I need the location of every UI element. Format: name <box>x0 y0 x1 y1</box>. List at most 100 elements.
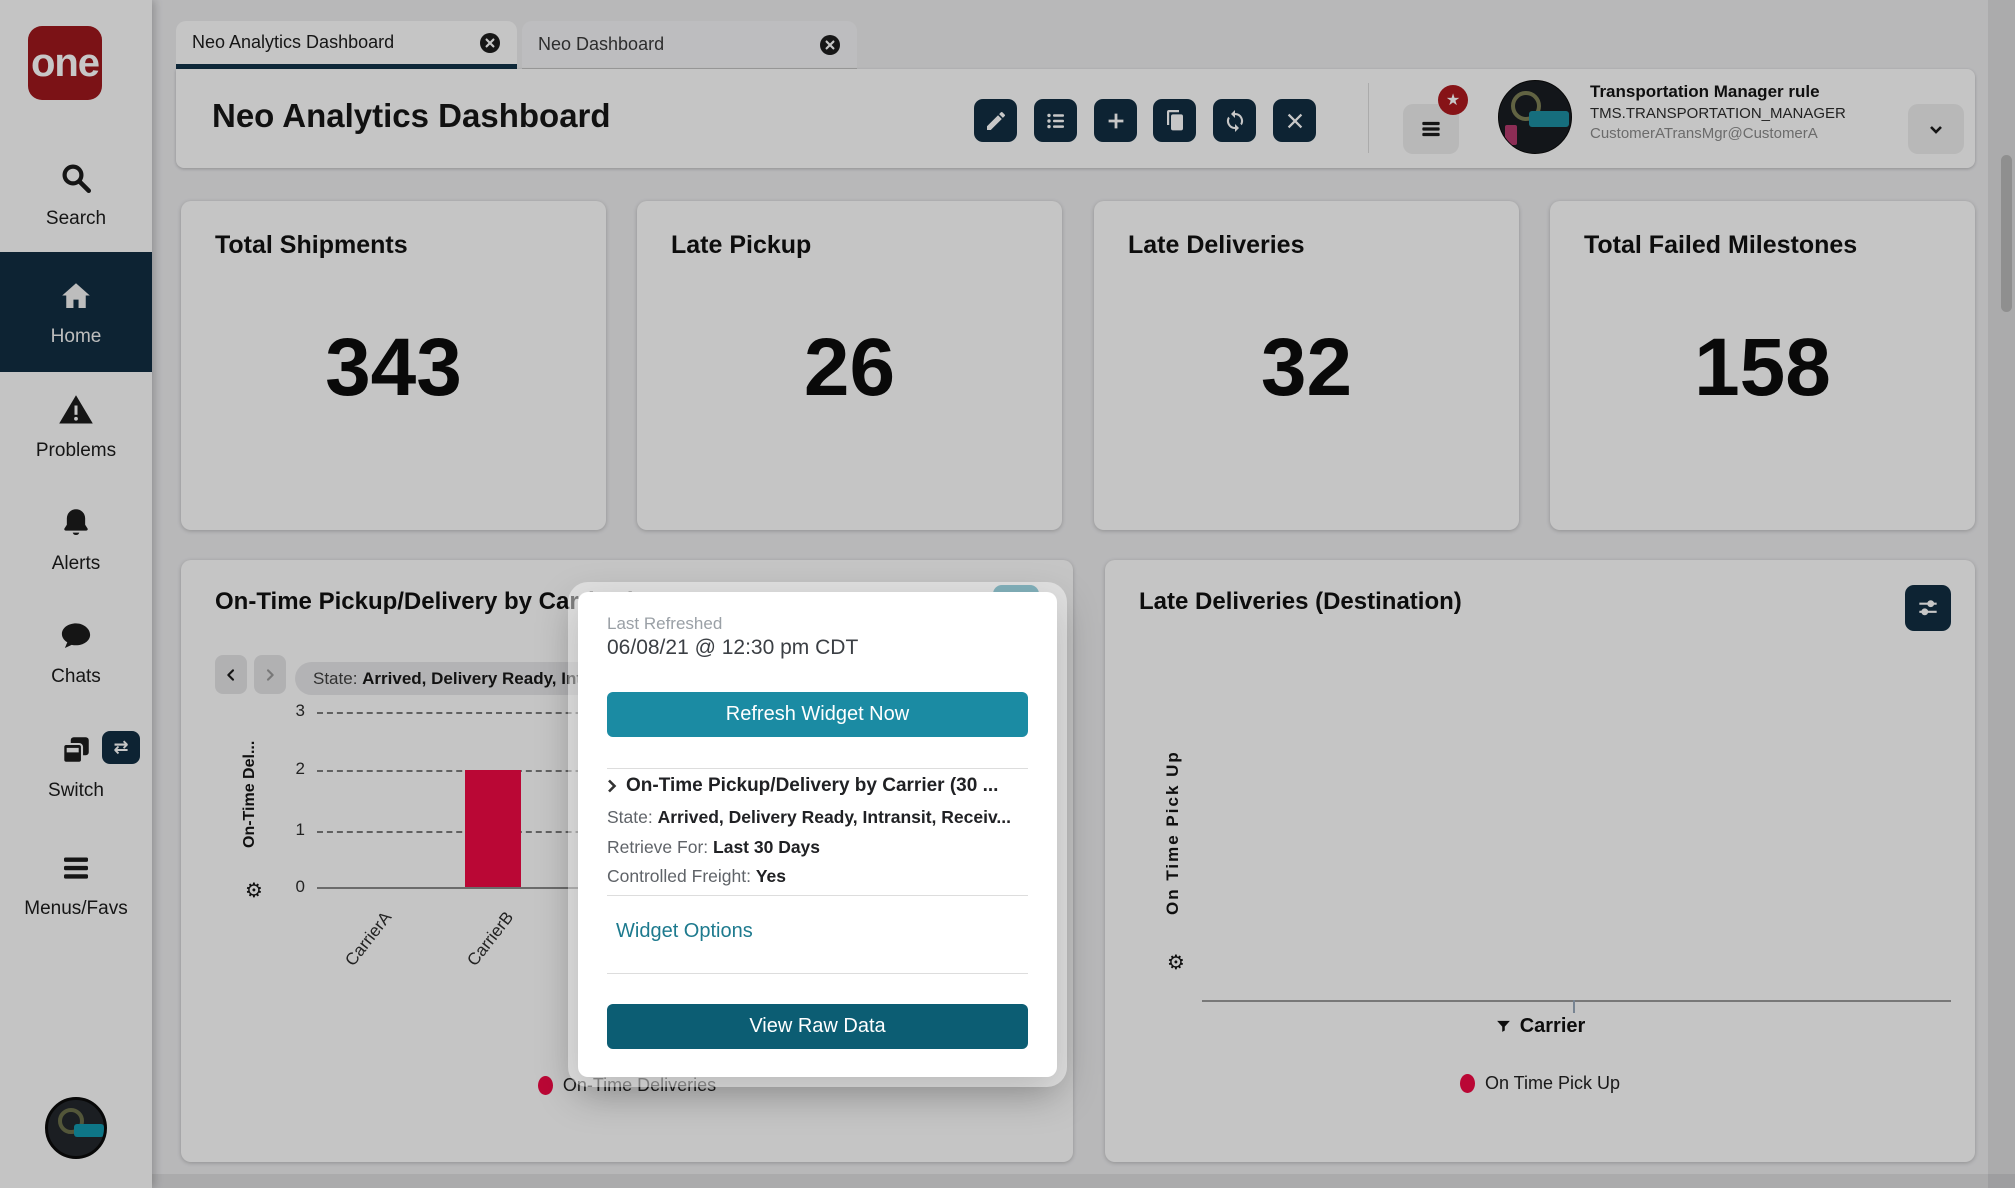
sidebar-item-label: Menus/Favs <box>24 898 128 919</box>
user-avatar[interactable] <box>1498 80 1572 154</box>
one-logo[interactable]: one <box>28 26 102 100</box>
x-axis-tick <box>1573 1000 1575 1013</box>
sidebar-item-home[interactable]: Home <box>0 252 152 372</box>
vertical-scrollbar-thumb[interactable] <box>2001 155 2012 312</box>
tab-close-icon[interactable] <box>819 34 841 56</box>
widget-menu-popup: Last Refreshed 06/08/21 @ 12:30 pm CDT R… <box>578 592 1057 1077</box>
chat-bubble-icon <box>58 618 94 659</box>
copy-icon <box>1166 109 1183 130</box>
widget-title: Late Deliveries (Destination) <box>1139 588 1462 615</box>
sidebar-item-search[interactable]: Search <box>0 160 152 230</box>
y-axis-settings-gear-icon[interactable]: ⚙ <box>245 880 263 902</box>
kpi-title: Late Deliveries <box>1128 231 1305 259</box>
popup-info-row-controlled-freight: Controlled Freight: Yes <box>607 866 1033 887</box>
tab-label: Neo Analytics Dashboard <box>192 32 395 52</box>
avatar-detail-shape <box>1511 91 1541 121</box>
widget-late-deliveries-destination: Late Deliveries (Destination) On Time Pi… <box>1105 560 1975 1162</box>
sidebar-item-alerts[interactable]: Alerts <box>0 505 152 575</box>
dashboard-header: Neo Analytics Dashboard ★ <box>176 69 1975 168</box>
popup-info-row-state: State: Arrived, Delivery Ready, Intransi… <box>607 807 1033 828</box>
sliders-icon <box>1919 600 1937 616</box>
y-axis-settings-gear-icon[interactable]: ⚙ <box>1167 952 1185 974</box>
info-value: Arrived, Delivery Ready, Intransit, Rece… <box>657 807 1012 827</box>
chart-legend[interactable]: On-Time Deliveries <box>181 1075 1073 1096</box>
close-dashboard-button[interactable] <box>1273 99 1316 142</box>
user-menu-dropdown-button[interactable] <box>1908 104 1964 154</box>
popup-info-row-retrieve-for: Retrieve For: Last 30 Days <box>607 837 1033 858</box>
sidebar-item-label: Search <box>45 208 107 229</box>
chart-legend[interactable]: On Time Pick Up <box>1105 1073 1975 1094</box>
header-divider <box>1368 83 1369 153</box>
widget-list-button[interactable] <box>1034 99 1077 142</box>
refresh-dashboard-button[interactable] <box>1213 99 1256 142</box>
sidebar-item-menus-favs[interactable]: Menus/Favs <box>0 850 152 920</box>
kpi-value: 32 <box>1260 322 1353 413</box>
add-widget-button[interactable] <box>1094 99 1137 142</box>
user-name: Transportation Manager rule <box>1590 82 1820 101</box>
kpi-card-total-shipments[interactable]: Total Shipments 343 <box>181 201 606 530</box>
edit-dashboard-button[interactable] <box>974 99 1017 142</box>
chevron-right-icon <box>608 779 617 793</box>
info-value: Yes <box>755 866 787 886</box>
popup-divider <box>607 895 1028 896</box>
avatar-visor-shape <box>1529 111 1569 127</box>
filter-funnel-icon <box>1496 1020 1510 1032</box>
avatar-visor-shape <box>74 1124 104 1137</box>
kpi-value: 158 <box>1694 322 1831 413</box>
popup-divider <box>607 768 1028 769</box>
sidebar-item-problems[interactable]: Problems <box>0 392 152 462</box>
bar-carrierb[interactable] <box>465 770 521 887</box>
legend-marker-on-time-deliveries <box>537 1076 553 1095</box>
refresh-widget-now-button[interactable]: Refresh Widget Now <box>607 692 1028 737</box>
one-logo-text: one <box>30 40 100 85</box>
plus-icon <box>1108 113 1123 128</box>
search-icon <box>58 160 94 201</box>
user-email: CustomerATransMgr@CustomerA <box>1590 125 1818 143</box>
kpi-card-total-failed-milestones[interactable]: Total Failed Milestones 158 <box>1550 201 1975 530</box>
legend-label: On Time Pick Up <box>1484 1073 1621 1093</box>
x-axis-baseline <box>1202 1000 1951 1002</box>
sidebar-item-switch[interactable]: Switch <box>0 732 152 802</box>
widget-settings-button[interactable] <box>1905 585 1951 631</box>
copy-dashboard-button[interactable] <box>1153 99 1196 142</box>
kpi-card-late-pickup[interactable]: Late Pickup 26 <box>637 201 1062 530</box>
sidebar-item-label: Home <box>50 326 102 347</box>
page-prev-button[interactable] <box>215 655 247 694</box>
sidebar-item-label: Switch <box>48 780 104 801</box>
close-icon <box>1287 113 1302 128</box>
favorites-star-badge[interactable]: ★ <box>1438 85 1468 115</box>
sidebar-item-chats[interactable]: Chats <box>0 618 152 688</box>
kpi-value: 343 <box>325 322 462 413</box>
widget-options-link[interactable]: Widget Options <box>616 920 753 942</box>
info-value: Last 30 Days <box>713 837 821 857</box>
tab-neo-dashboard[interactable]: Neo Dashboard <box>522 21 857 69</box>
kpi-value: 26 <box>803 322 896 413</box>
switch-arrows-badge[interactable]: ⇄ <box>102 731 140 764</box>
horizontal-scrollbar-track <box>0 1174 2015 1188</box>
sidebar-item-label: Chats <box>51 666 101 687</box>
avatar-detail-shape <box>1505 125 1517 145</box>
avatar-dome-shape <box>58 1108 84 1134</box>
y-tick: 1 <box>295 820 305 839</box>
info-label: Controlled Freight: <box>607 866 751 886</box>
x-axis-label[interactable]: Carrier <box>1105 1015 1975 1038</box>
popup-divider <box>607 973 1028 974</box>
page-next-button[interactable] <box>254 655 286 694</box>
tab-close-icon[interactable] <box>479 32 501 54</box>
sidebar: one Search Home Problems Alerts <box>0 0 152 1188</box>
view-raw-data-button[interactable]: View Raw Data <box>607 1004 1028 1049</box>
sync-icon <box>1226 109 1243 132</box>
y-tick: 2 <box>295 759 305 778</box>
chevron-right-icon <box>266 668 274 681</box>
assistant-avatar[interactable] <box>45 1097 107 1159</box>
tab-neo-analytics-dashboard[interactable]: Neo Analytics Dashboard <box>176 21 517 69</box>
kpi-title: Total Shipments <box>215 231 408 259</box>
star-icon: ★ <box>1445 92 1461 109</box>
user-info: Transportation Manager rule TMS.TRANSPOR… <box>1590 81 1890 144</box>
pencil-icon <box>986 111 1005 130</box>
last-refreshed-value: 06/08/21 @ 12:30 pm CDT <box>607 636 859 659</box>
info-label: State: <box>607 807 653 827</box>
legend-marker-on-time-pick-up <box>1459 1074 1475 1093</box>
kpi-card-late-deliveries[interactable]: Late Deliveries 32 <box>1094 201 1519 530</box>
